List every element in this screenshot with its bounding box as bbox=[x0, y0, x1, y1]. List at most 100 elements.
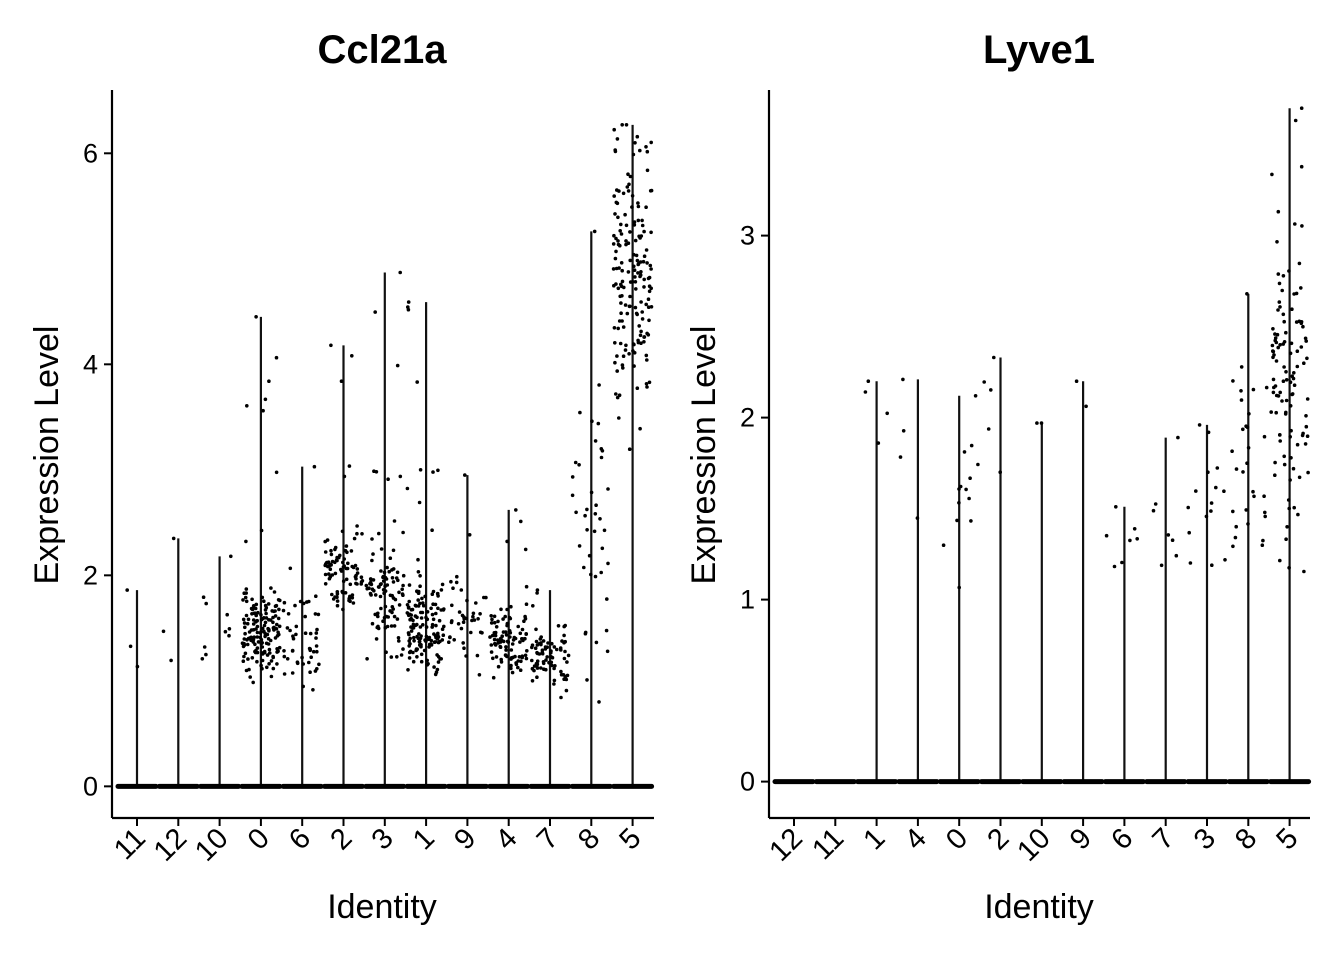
data-point bbox=[424, 615, 428, 620]
data-point bbox=[645, 168, 650, 173]
data-point bbox=[1239, 365, 1244, 369]
data-point bbox=[348, 599, 352, 604]
data-point bbox=[450, 603, 454, 608]
data-point bbox=[313, 612, 318, 616]
data-point bbox=[620, 268, 624, 273]
data-point bbox=[373, 593, 378, 597]
data-point bbox=[1301, 324, 1305, 329]
data-point bbox=[429, 606, 433, 611]
data-point bbox=[286, 612, 291, 616]
data-point bbox=[590, 419, 594, 424]
data-point bbox=[625, 185, 630, 189]
data-point bbox=[644, 248, 649, 252]
data-point bbox=[530, 679, 535, 683]
data-point bbox=[379, 582, 383, 586]
data-point bbox=[639, 341, 643, 346]
data-point bbox=[294, 624, 299, 629]
data-point bbox=[398, 270, 403, 275]
data-point bbox=[1286, 498, 1291, 502]
y-axis-label: Expression Level bbox=[685, 326, 723, 585]
data-point bbox=[262, 599, 266, 603]
data-point bbox=[1251, 387, 1256, 392]
data-point bbox=[866, 379, 871, 384]
data-point bbox=[325, 538, 330, 542]
data-point bbox=[587, 553, 592, 558]
data-point bbox=[1246, 522, 1250, 526]
data-point bbox=[263, 608, 268, 612]
data-point bbox=[524, 602, 529, 606]
data-point bbox=[376, 614, 380, 619]
data-point bbox=[351, 601, 356, 605]
data-point bbox=[412, 635, 416, 640]
data-point bbox=[421, 603, 426, 608]
data-point bbox=[1282, 365, 1286, 369]
data-point bbox=[421, 601, 425, 605]
data-point bbox=[617, 393, 622, 398]
data-point bbox=[626, 172, 630, 176]
data-point bbox=[376, 585, 381, 589]
data-point bbox=[395, 363, 400, 368]
data-point bbox=[628, 280, 633, 284]
data-point bbox=[606, 561, 610, 566]
data-point bbox=[992, 355, 996, 360]
data-point bbox=[564, 688, 569, 693]
data-point bbox=[967, 496, 971, 501]
data-point bbox=[1282, 462, 1287, 467]
data-point bbox=[436, 660, 441, 664]
data-point bbox=[290, 649, 295, 653]
data-point bbox=[611, 267, 616, 271]
data-point bbox=[407, 656, 412, 660]
data-point bbox=[514, 508, 518, 512]
data-point bbox=[252, 605, 256, 610]
data-point bbox=[1277, 281, 1282, 286]
data-point bbox=[1275, 332, 1280, 337]
data-point bbox=[277, 607, 281, 612]
data-point bbox=[245, 638, 249, 642]
data-point bbox=[1277, 300, 1282, 304]
data-point bbox=[615, 395, 620, 400]
data-point bbox=[423, 594, 427, 599]
data-point bbox=[341, 565, 346, 569]
data-point bbox=[1304, 414, 1308, 418]
data-point bbox=[1104, 533, 1109, 538]
data-point bbox=[432, 632, 436, 636]
data-point bbox=[478, 612, 482, 616]
data-point bbox=[585, 507, 589, 512]
data-point bbox=[1271, 377, 1276, 382]
data-point bbox=[1278, 305, 1282, 309]
data-point bbox=[552, 666, 556, 671]
data-point bbox=[442, 624, 446, 629]
data-point bbox=[509, 648, 514, 652]
data-point bbox=[553, 664, 557, 668]
x-tick-label: 7 bbox=[531, 822, 565, 856]
data-point bbox=[401, 583, 405, 588]
data-point bbox=[570, 493, 575, 498]
data-point bbox=[388, 556, 393, 560]
data-point bbox=[285, 626, 290, 630]
data-point bbox=[341, 607, 345, 612]
data-point bbox=[1223, 558, 1227, 562]
data-point bbox=[1269, 410, 1273, 414]
data-point bbox=[251, 640, 255, 644]
data-point bbox=[998, 470, 1002, 475]
data-point bbox=[406, 606, 411, 610]
data-point bbox=[1112, 564, 1117, 569]
data-point bbox=[1214, 485, 1218, 490]
data-point bbox=[642, 340, 646, 344]
data-point bbox=[416, 570, 421, 574]
data-point bbox=[1273, 460, 1277, 465]
data-point bbox=[619, 222, 623, 227]
data-point bbox=[294, 632, 298, 637]
data-point bbox=[539, 635, 543, 639]
data-point bbox=[499, 607, 503, 612]
data-point bbox=[583, 631, 588, 636]
data-point bbox=[307, 599, 311, 604]
data-point bbox=[539, 641, 543, 645]
data-point bbox=[612, 194, 616, 198]
data-point bbox=[562, 624, 566, 629]
data-point bbox=[340, 589, 345, 594]
data-point bbox=[419, 659, 424, 664]
data-point bbox=[298, 599, 303, 604]
data-point bbox=[1246, 446, 1251, 450]
